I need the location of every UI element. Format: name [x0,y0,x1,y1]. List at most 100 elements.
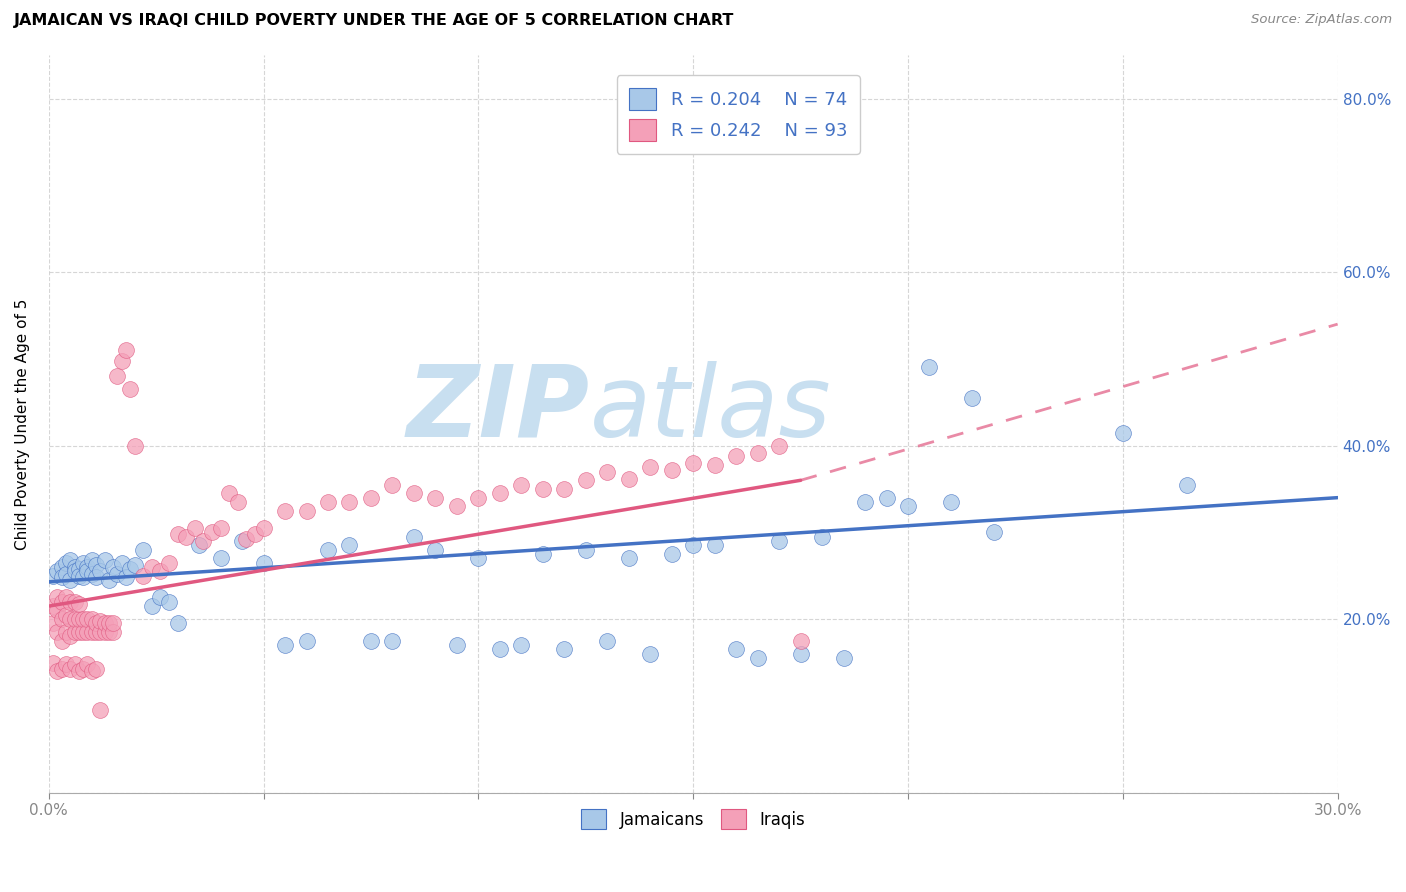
Point [235,533,257,547]
Point [103,625,125,640]
Point [425,491,447,505]
Point [897,500,920,514]
Point [76,657,98,672]
Point [80,612,103,626]
Point [84,570,107,584]
Y-axis label: Child Poverty Under the Age of 5: Child Poverty Under the Age of 5 [15,298,30,549]
Point [467,551,489,566]
Point [218,486,240,500]
Point [638,460,661,475]
Point [157,595,180,609]
Point [115,343,138,358]
Point [1112,425,1135,440]
Point [93,625,115,640]
Point [489,486,512,500]
Point [575,542,598,557]
Point [80,664,103,678]
Point [703,538,725,552]
Point [132,542,155,557]
Point [67,612,90,626]
Point [157,556,180,570]
Point [84,558,107,573]
Point [76,625,98,640]
Point [42,616,65,631]
Point [252,556,274,570]
Point [67,664,90,678]
Point [46,565,69,579]
Point [72,663,94,677]
Point [55,591,77,605]
Point [789,633,811,648]
Point [983,525,1005,540]
Point [59,612,82,626]
Point [141,599,163,613]
Point [402,530,425,544]
Point [661,463,683,477]
Point [425,542,447,557]
Point [939,495,962,509]
Point [46,664,69,678]
Point [295,503,318,517]
Point [46,591,69,605]
Point [274,638,297,652]
Point [51,633,73,648]
Point [853,495,876,509]
Point [124,558,146,573]
Point [51,595,73,609]
Point [111,556,134,570]
Point [747,445,769,459]
Text: Source: ZipAtlas.com: Source: ZipAtlas.com [1251,13,1392,27]
Point [55,657,77,672]
Point [682,538,704,552]
Point [316,495,339,509]
Point [360,633,382,648]
Point [166,616,188,631]
Point [103,560,125,574]
Point [59,595,82,609]
Point [489,642,512,657]
Point [103,616,125,631]
Point [63,565,86,579]
Point [531,482,554,496]
Point [51,612,73,626]
Point [42,599,65,613]
Point [682,456,704,470]
Point [295,633,318,648]
Point [553,482,575,496]
Point [120,562,142,576]
Point [531,547,554,561]
Point [274,503,297,517]
Point [59,630,82,644]
Point [876,491,898,505]
Point [89,703,111,717]
Point [76,612,98,626]
Point [80,625,103,640]
Point [725,642,748,657]
Point [89,614,111,628]
Point [617,551,640,566]
Point [226,495,249,509]
Point [59,663,82,677]
Point [316,542,339,557]
Point [553,642,575,657]
Point [132,568,155,582]
Point [80,553,103,567]
Point [768,439,790,453]
Point [166,527,188,541]
Point [339,495,361,509]
Point [360,491,382,505]
Point [46,625,69,640]
Point [811,530,834,544]
Point [63,625,86,640]
Point [149,565,172,579]
Point [339,538,361,552]
Point [446,500,468,514]
Point [55,607,77,622]
Point [55,625,77,640]
Point [76,565,98,579]
Point [107,567,129,582]
Point [209,521,232,535]
Point [596,465,619,479]
Point [72,612,94,626]
Point [231,534,253,549]
